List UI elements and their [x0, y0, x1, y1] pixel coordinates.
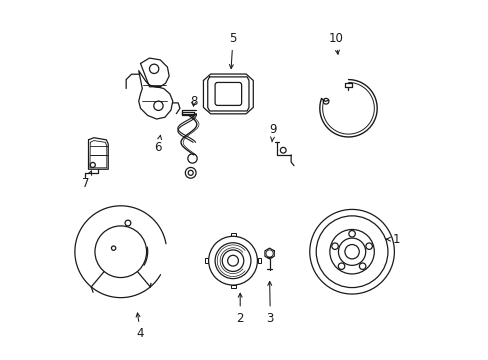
- Text: 4: 4: [136, 313, 144, 340]
- Text: 8: 8: [189, 95, 197, 108]
- Bar: [257, 258, 260, 263]
- Text: 10: 10: [328, 32, 343, 54]
- Bar: [230, 285, 235, 288]
- Text: 1: 1: [386, 233, 400, 246]
- Text: 2: 2: [236, 293, 244, 325]
- Text: 5: 5: [229, 32, 236, 68]
- Text: 6: 6: [154, 135, 161, 154]
- Text: 3: 3: [266, 282, 273, 325]
- Text: 9: 9: [269, 123, 276, 142]
- Bar: [205, 258, 208, 263]
- Text: 7: 7: [81, 171, 91, 190]
- Bar: [230, 233, 235, 236]
